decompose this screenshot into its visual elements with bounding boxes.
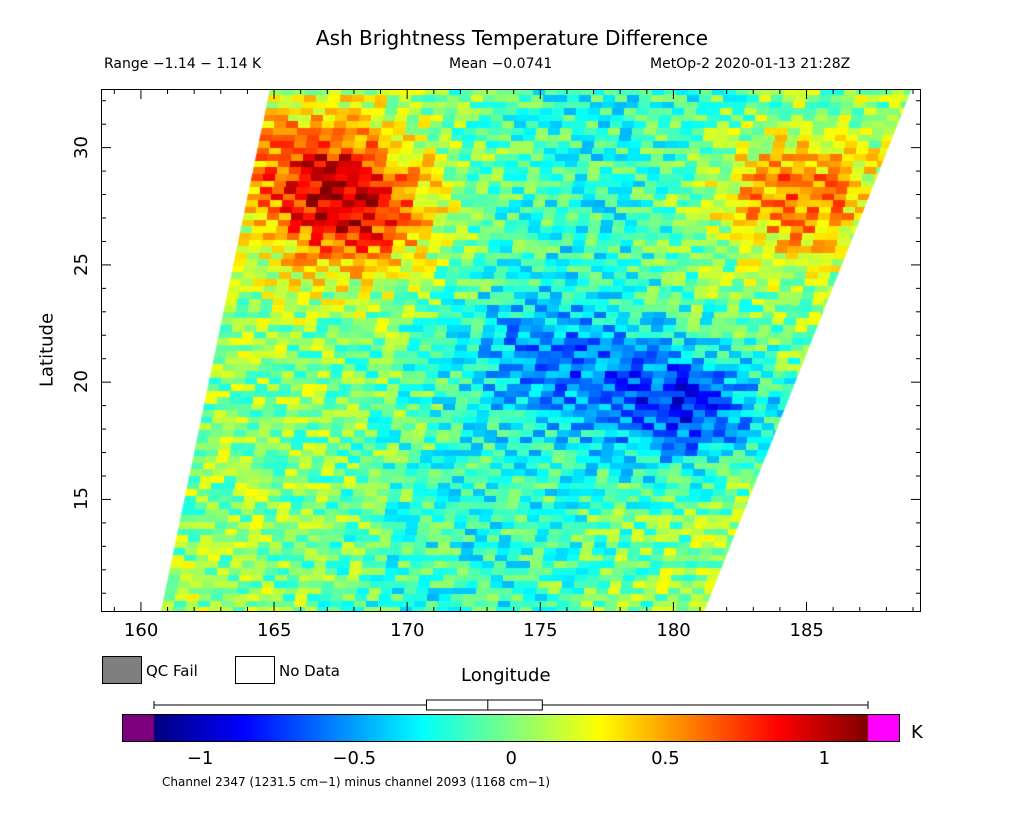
- colorbar-tick-label: −1: [186, 748, 214, 769]
- colorbar-tick-label: 0: [505, 748, 517, 769]
- map-plot-area: [101, 89, 921, 612]
- colorbar: [122, 714, 900, 742]
- no-data-swatch: [235, 656, 275, 684]
- x-tick-label: 160: [123, 620, 159, 641]
- x-tick-label: 185: [789, 620, 824, 641]
- no-data-label: No Data: [279, 662, 340, 680]
- colorbar-tick-label: 0.5: [651, 748, 680, 769]
- x-tick-label: 175: [523, 620, 558, 641]
- colorbar-tick-label: 1: [818, 748, 831, 769]
- qc-fail-swatch: [102, 656, 142, 684]
- colorbar-unit: K: [911, 722, 923, 743]
- colorbar-gradient: [123, 715, 899, 741]
- x-tick-label: 180: [656, 620, 691, 641]
- range-text: Range −1.14 − 1.14 K: [104, 56, 262, 72]
- satellite-time-text: MetOp-2 2020-01-13 21:28Z: [650, 56, 851, 72]
- mean-text: Mean −0.0741: [449, 56, 553, 72]
- x-axis-label: Longitude: [461, 665, 551, 686]
- colorbar-caption: Channel 2347 (1231.5 cm−1) minus channel…: [162, 775, 551, 789]
- boxplot-box: [425, 699, 543, 711]
- qc-fail-label: QC Fail: [146, 662, 198, 680]
- x-tick-label: 170: [390, 620, 425, 641]
- colorbar-tick-label: −0.5: [332, 748, 377, 769]
- chart-title: Ash Brightness Temperature Difference: [315, 26, 709, 50]
- heatmap-swath: [102, 90, 920, 611]
- x-tick-label: 165: [257, 620, 292, 641]
